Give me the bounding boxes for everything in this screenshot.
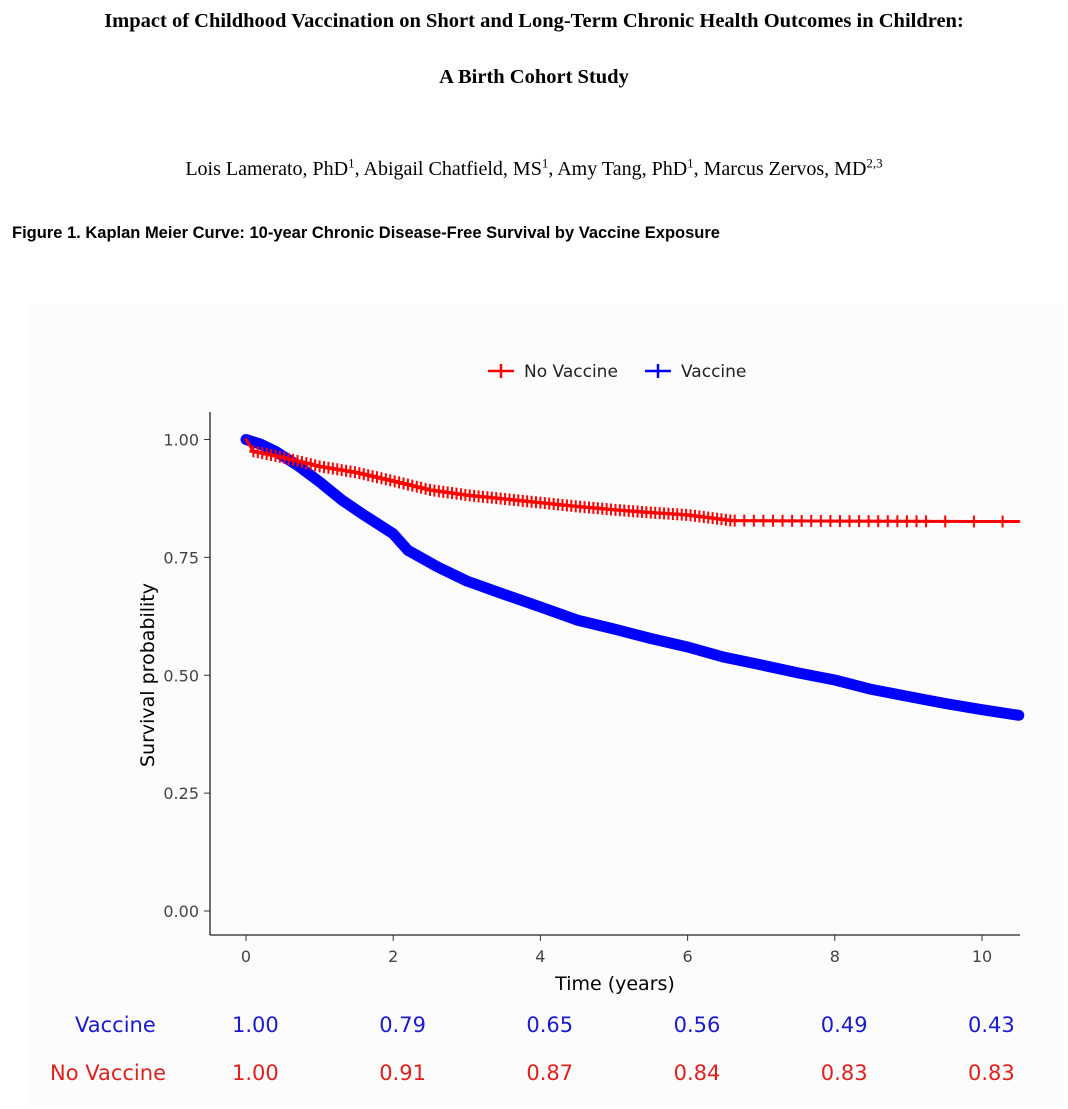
risk-row-label: No Vaccine [50, 1061, 166, 1085]
legend-label: No Vaccine [524, 362, 618, 382]
y-tick-label: 1.00 [163, 431, 199, 450]
x-axis-label: Time (years) [554, 973, 675, 995]
author: Lois Lamerato, PhD1 [185, 155, 355, 180]
paper-title-line2: A Birth Cohort Study [439, 66, 629, 88]
author-list: Lois Lamerato, PhD1, Abigail Chatfield, … [185, 155, 883, 180]
x-tick-label: 10 [972, 947, 992, 966]
y-tick-label: 0.50 [163, 666, 199, 685]
risk-value: 0.87 [526, 1061, 574, 1085]
x-tick-label: 6 [683, 947, 693, 966]
x-tick-label: 2 [388, 947, 398, 966]
affiliation-mark: 2,3 [866, 155, 883, 170]
risk-value: 0.83 [820, 1061, 868, 1085]
risk-value: 0.83 [968, 1061, 1015, 1085]
risk-value: 0.84 [673, 1061, 721, 1085]
risk-value: 0.43 [968, 1013, 1015, 1037]
risk-value: 0.79 [379, 1013, 426, 1037]
risk-value: 0.65 [526, 1013, 574, 1037]
x-tick-label: 4 [535, 947, 545, 966]
author: Amy Tang, PhD1 [557, 155, 694, 180]
affiliation-mark: 1 [541, 155, 549, 170]
paper-title-line1: Impact of Childhood Vaccination on Short… [104, 10, 964, 32]
risk-row-label: Vaccine [75, 1013, 156, 1037]
affiliation-mark: 1 [348, 155, 355, 170]
figure-caption: Figure 1. Kaplan Meier Curve: 10-year Ch… [12, 224, 720, 242]
risk-value: 1.00 [232, 1061, 279, 1085]
y-tick-label: 0.25 [163, 784, 199, 803]
figure-panel [28, 305, 1063, 1107]
x-tick-label: 0 [241, 947, 251, 966]
risk-value: 0.91 [379, 1061, 426, 1085]
survival-curve-vaccine [240, 434, 1025, 721]
risk-value: 0.56 [673, 1013, 721, 1037]
x-tick-label: 8 [830, 947, 840, 966]
y-axis-label: Survival probability [137, 583, 159, 767]
legend-label: Vaccine [681, 362, 746, 382]
author: Marcus Zervos, MD2,3 [703, 155, 883, 180]
author: Abigail Chatfield, MS1 [363, 155, 549, 180]
risk-value: 0.49 [820, 1013, 868, 1037]
risk-value: 1.00 [232, 1013, 279, 1037]
y-tick-label: 0.75 [163, 548, 199, 567]
y-tick-label: 0.00 [163, 902, 199, 921]
affiliation-mark: 1 [687, 155, 694, 170]
